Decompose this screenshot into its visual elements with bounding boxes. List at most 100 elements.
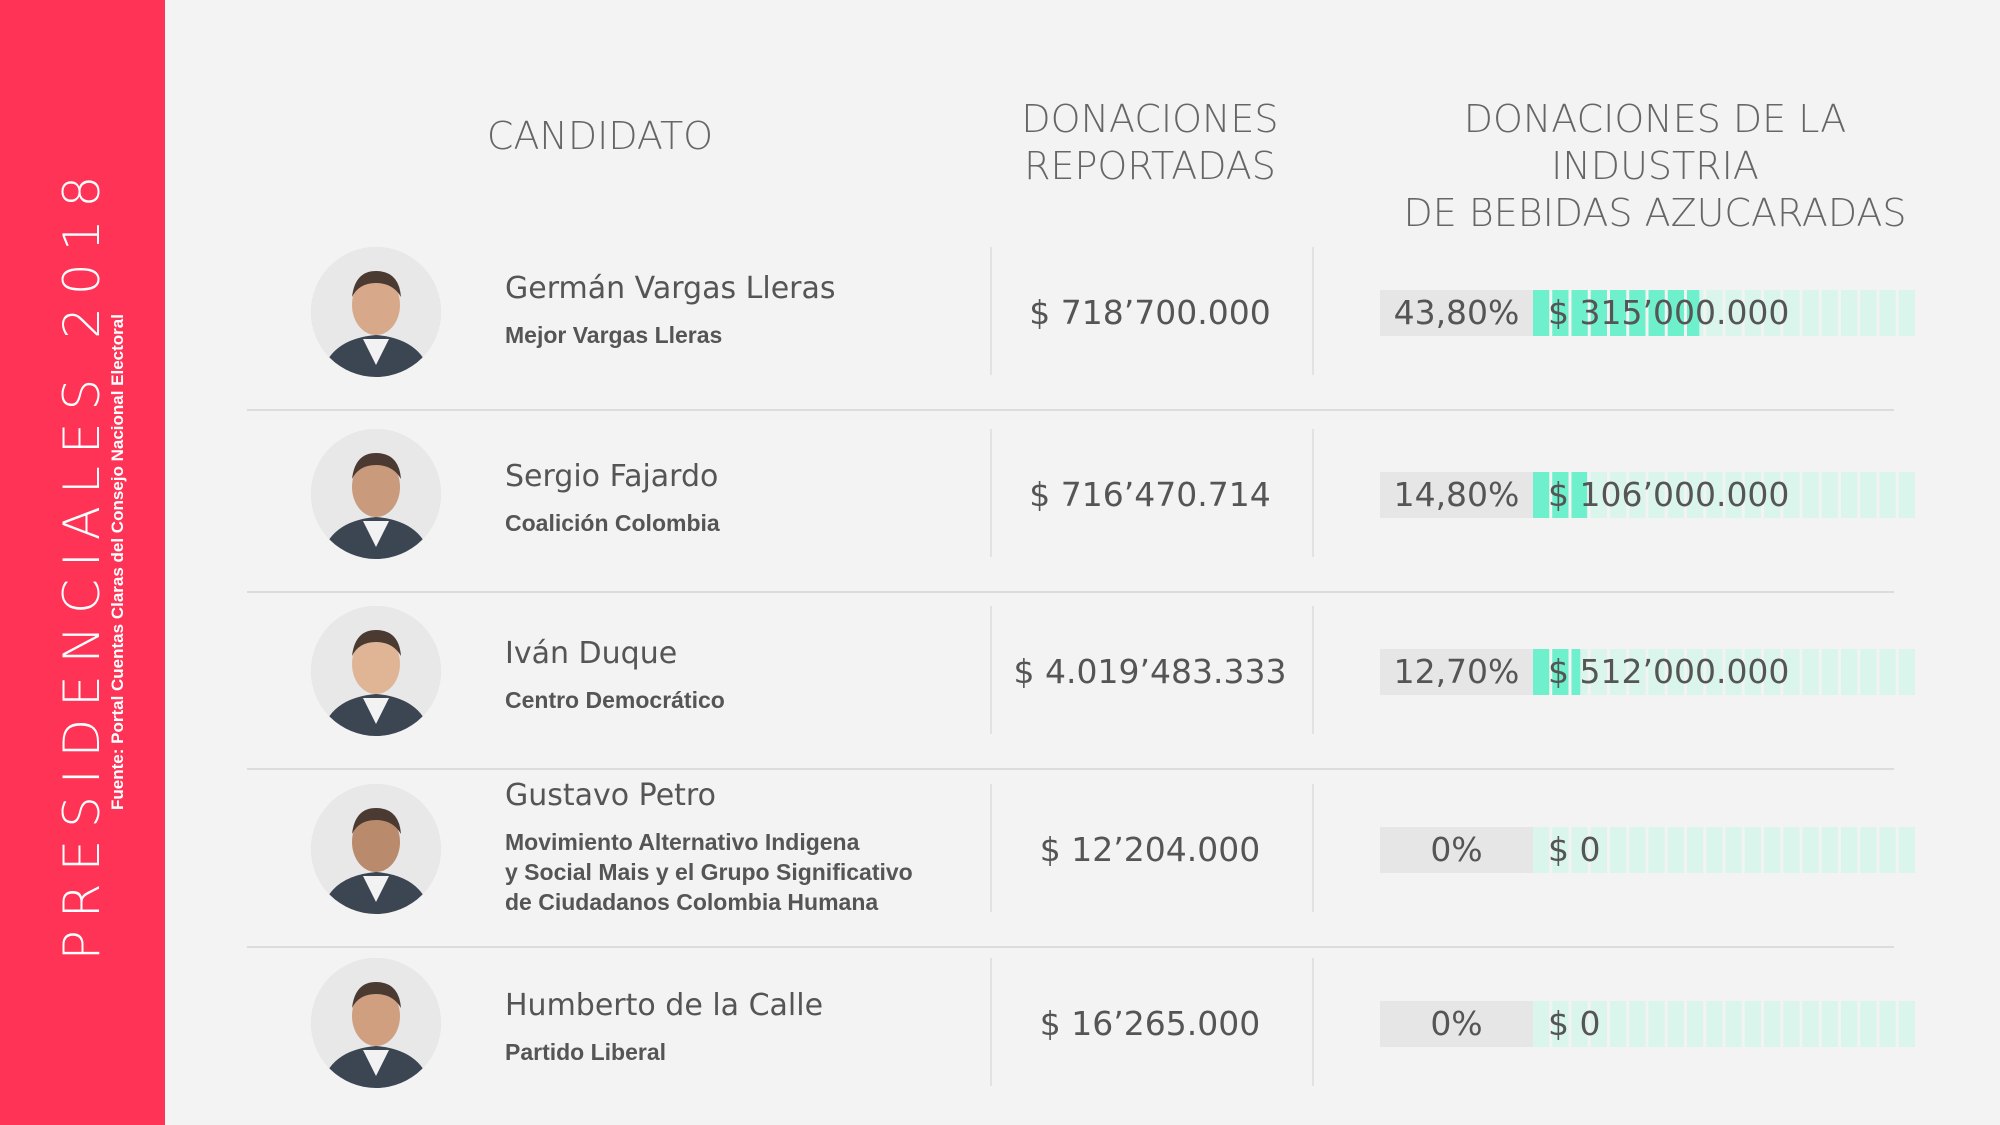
header-candidate: CANDIDATO: [486, 114, 714, 158]
bar-segment: [1783, 290, 1800, 336]
candidate-party: y Social Mais y el Grupo Significativo: [505, 859, 913, 885]
bar-segment-filled: [1552, 290, 1569, 336]
header-industry-line-1: DONACIONES DE LA INDUSTRIA: [1463, 97, 1847, 188]
bar-segment: [1764, 290, 1781, 336]
bar-segment: [1764, 827, 1781, 873]
reported-donations: $ 4.019’483.333: [1013, 652, 1287, 691]
bar-segment-filled: [1667, 290, 1684, 336]
bar-segment: [1744, 1001, 1761, 1047]
bar-segment: [1860, 649, 1877, 695]
bar-segment-filled: [1552, 472, 1569, 518]
bar-segment: [1725, 1001, 1742, 1047]
candidate-name: Iván Duque: [505, 636, 678, 671]
bar-segment: [1610, 472, 1627, 518]
candidate-party: Movimiento Alternativo Indigena: [505, 829, 860, 855]
avatar-icon: [311, 606, 441, 736]
column-divider: [990, 247, 992, 375]
bar-segment: [1802, 1001, 1819, 1047]
row-divider: [247, 591, 1894, 593]
candidate-photo: [311, 247, 441, 377]
column-divider: [1312, 958, 1314, 1086]
row-divider: [247, 768, 1894, 770]
bar-segment: [1725, 649, 1742, 695]
bar-segment: [1898, 290, 1915, 336]
candidate-photo: [311, 429, 441, 559]
sidebar: PRESIDENCIALES 2018 Fuente: Portal Cuent…: [0, 0, 165, 1125]
industry-amount: $ 0: [1548, 830, 1601, 869]
bar-segment: [1706, 290, 1723, 336]
industry-amount: $ 512’000.000: [1548, 652, 1790, 691]
avatar-icon: [311, 958, 441, 1088]
bar-segment: [1860, 472, 1877, 518]
bar-segment: [1629, 472, 1646, 518]
bar-segment: [1841, 1001, 1858, 1047]
candidate-photo: [311, 958, 441, 1088]
bar-segment: [1860, 827, 1877, 873]
bar-segment: [1821, 827, 1838, 873]
bar-segment: [1821, 1001, 1838, 1047]
bar-segment: [1783, 649, 1800, 695]
industry-percentage: 14,80%: [1380, 472, 1533, 518]
bar-segment: [1802, 290, 1819, 336]
bar-segment-filled: [1533, 472, 1550, 518]
bar-segment: [1744, 290, 1761, 336]
industry-percentage: 12,70%: [1380, 649, 1533, 695]
column-divider: [990, 606, 992, 734]
sidebar-title: PRESIDENCIALES 2018: [53, 163, 111, 961]
row-divider: [247, 946, 1894, 948]
bar-segment: [1841, 472, 1858, 518]
candidate-party: Centro Democrático: [505, 687, 725, 713]
industry-amount: $ 0: [1548, 1004, 1601, 1043]
industry-share-bar: [1533, 1001, 1915, 1047]
industry-percentage: 43,80%: [1380, 290, 1533, 336]
bar-segment-filled: [1590, 290, 1607, 336]
bar-segment-filled: [1533, 290, 1550, 336]
bar-segment: [1590, 649, 1607, 695]
bar-segment-filled: [1648, 290, 1665, 336]
source-note: Fuente: Portal Cuentas Claras del Consej…: [108, 314, 127, 810]
column-divider: [1312, 784, 1314, 912]
bar-segment: [1610, 827, 1627, 873]
bar-segment: [1687, 472, 1704, 518]
bar-segment: [1687, 1001, 1704, 1047]
column-divider: [1312, 429, 1314, 557]
industry-percentage: 0%: [1380, 827, 1533, 873]
bar-segment: [1706, 472, 1723, 518]
bar-segment-filled: [1552, 649, 1569, 695]
header-industry: DONACIONES DE LA INDUSTRIA DE BEBIDAS AZ…: [1370, 96, 1940, 237]
bar-segment: [1764, 649, 1781, 695]
column-divider: [1312, 247, 1314, 375]
bar-segment: [1648, 827, 1665, 873]
bar-segment: [1764, 472, 1781, 518]
bar-segment: [1898, 649, 1915, 695]
bar-segment: [1764, 1001, 1781, 1047]
candidate-name: Sergio Fajardo: [505, 459, 719, 494]
avatar-icon: [311, 247, 441, 377]
bar-segment: [1802, 827, 1819, 873]
bar-segment: [1590, 1001, 1607, 1047]
bar-segment: [1802, 649, 1819, 695]
bar-segment: [1667, 1001, 1684, 1047]
bar-segment: [1783, 1001, 1800, 1047]
bar-segment: [1898, 827, 1915, 873]
bar-segment: [1802, 472, 1819, 518]
candidate-party: Partido Liberal: [505, 1039, 667, 1065]
bar-segment: [1590, 827, 1607, 873]
bar-segment: [1667, 649, 1684, 695]
bar-segment: [1706, 649, 1723, 695]
column-divider: [990, 958, 992, 1086]
bar-segment: [1821, 649, 1838, 695]
bar-segment: [1879, 472, 1896, 518]
column-divider: [990, 429, 992, 557]
bar-segment: [1648, 649, 1665, 695]
bar-segment: [1667, 472, 1684, 518]
bar-segment: [1879, 649, 1896, 695]
candidate-party: de Ciudadanos Colombia Humana: [505, 889, 879, 915]
bar-segment: [1610, 649, 1627, 695]
bar-segment-filled: [1571, 649, 1581, 695]
bar-segment: [1744, 649, 1761, 695]
bar-segment: [1783, 827, 1800, 873]
industry-share-bar: [1533, 649, 1915, 695]
bar-segment: [1687, 649, 1704, 695]
bar-segment: [1648, 472, 1665, 518]
